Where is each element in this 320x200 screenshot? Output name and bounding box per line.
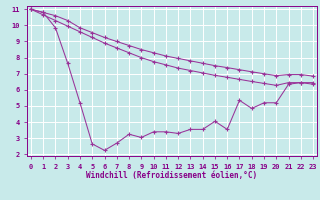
X-axis label: Windchill (Refroidissement éolien,°C): Windchill (Refroidissement éolien,°C)	[86, 171, 258, 180]
